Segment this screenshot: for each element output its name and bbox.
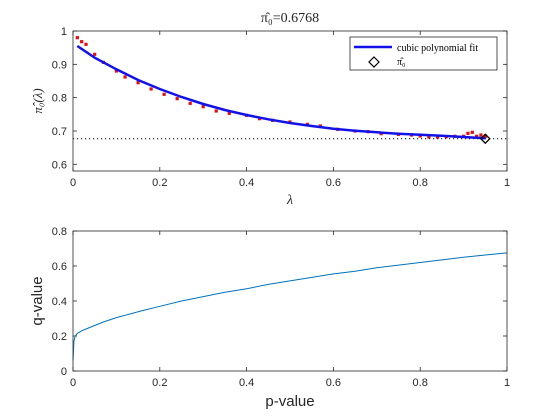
lambda-estimate-point <box>84 42 88 46</box>
x-tick-label: 0.2 <box>152 177 167 189</box>
top-plot-frame <box>72 30 508 172</box>
top-plot-panel: π̂₀=0.6768 λ π̂₀(λ) 0 0.2 0.4 0.6 0.8 1 0.60.… <box>30 11 510 208</box>
lambda-estimate-point <box>136 81 140 85</box>
x-tick-label: 1 <box>504 177 510 189</box>
y-tick-label: 0.9 <box>52 59 67 71</box>
y-tick-label: 0.6 <box>52 261 67 273</box>
cubic-fit-line <box>76 44 486 140</box>
lambda-estimate-point <box>475 134 479 138</box>
top-chart-title: π̂₀=0.6768 <box>261 11 319 26</box>
x-tick-label: 0.6 <box>326 377 341 389</box>
lambda-estimate-point <box>418 134 422 138</box>
y-tick-label: 1 <box>61 26 67 38</box>
lambda-estimate-point <box>479 133 483 137</box>
y-tick-label: 0.6 <box>52 159 67 171</box>
y-tick-label: 0.7 <box>52 126 67 138</box>
x-tick-label: 1 <box>504 377 510 389</box>
lambda-estimate-point <box>149 87 153 91</box>
y-tick-label: 0.2 <box>52 331 67 343</box>
lambda-estimate-point <box>80 40 84 44</box>
top-x-axis-label: λ <box>286 193 293 208</box>
bottom-plot-area <box>73 231 507 371</box>
top-legend: cubic polynomial fit π̂₀ <box>349 36 498 71</box>
lambda-estimate-point <box>227 111 231 115</box>
bottom-x-axis-label: p-value <box>265 393 314 410</box>
y-tick-label: 0 <box>61 366 67 378</box>
x-tick-label: 0.8 <box>413 177 428 189</box>
bottom-y-axis-label: q-value <box>29 276 46 325</box>
top-y-axis-label: π̂₀(λ) <box>30 88 45 113</box>
lambda-estimate-point <box>466 131 470 135</box>
lambda-estimate-point <box>123 75 127 79</box>
lambda-estimate-point <box>188 101 192 105</box>
x-tick-label: 0.8 <box>413 377 428 389</box>
y-tick-label: 0.4 <box>52 296 67 308</box>
pi0-diamond-marker <box>479 133 491 145</box>
lambda-estimate-point <box>75 36 79 40</box>
bottom-y-ticks: 0 0.2 0.4 0.6 0.8 <box>52 226 507 378</box>
bottom-plot-frame <box>72 230 508 372</box>
lambda-estimate-point <box>483 134 487 138</box>
lambda-estimate-point <box>114 69 118 73</box>
legend-box <box>349 36 498 71</box>
q-value-curve <box>72 252 508 361</box>
x-tick-label: 0.4 <box>239 377 254 389</box>
lambda-estimate-point <box>470 130 474 134</box>
legend-pi0-label: π̂₀ <box>397 57 406 68</box>
y-tick-label: 0.8 <box>52 93 67 105</box>
lambda-estimate-point <box>427 135 431 139</box>
y-tick-label: 0.8 <box>52 226 67 238</box>
lambda-estimate-point <box>175 97 179 101</box>
legend-pi0-diamond-icon <box>368 56 380 68</box>
x-tick-label: 0 <box>70 177 76 189</box>
legend-fit-label: cubic polynomial fit <box>397 43 478 54</box>
pi0-marker <box>479 133 491 145</box>
x-tick-label: 0.6 <box>326 177 341 189</box>
lambda-estimate-point <box>435 135 440 139</box>
x-tick-label: 0.4 <box>239 177 254 189</box>
bottom-x-ticks: 0 0.2 0.4 0.6 0.8 1 <box>70 231 510 389</box>
x-tick-label: 0 <box>70 377 76 389</box>
bottom-plot-panel: p-value q-value 0 0.2 0.4 0.6 0.8 1 0 0.2 0.4 0.… <box>29 226 510 410</box>
lambda-estimate-point <box>201 105 205 109</box>
lambda-estimate-point <box>162 92 166 96</box>
lambda-estimate-point <box>214 109 218 113</box>
top-y-ticks: 0.6 0.7 0.8 0.9 1 <box>52 26 507 171</box>
lambda-estimate-point <box>93 52 97 56</box>
x-tick-label: 0.2 <box>152 377 167 389</box>
